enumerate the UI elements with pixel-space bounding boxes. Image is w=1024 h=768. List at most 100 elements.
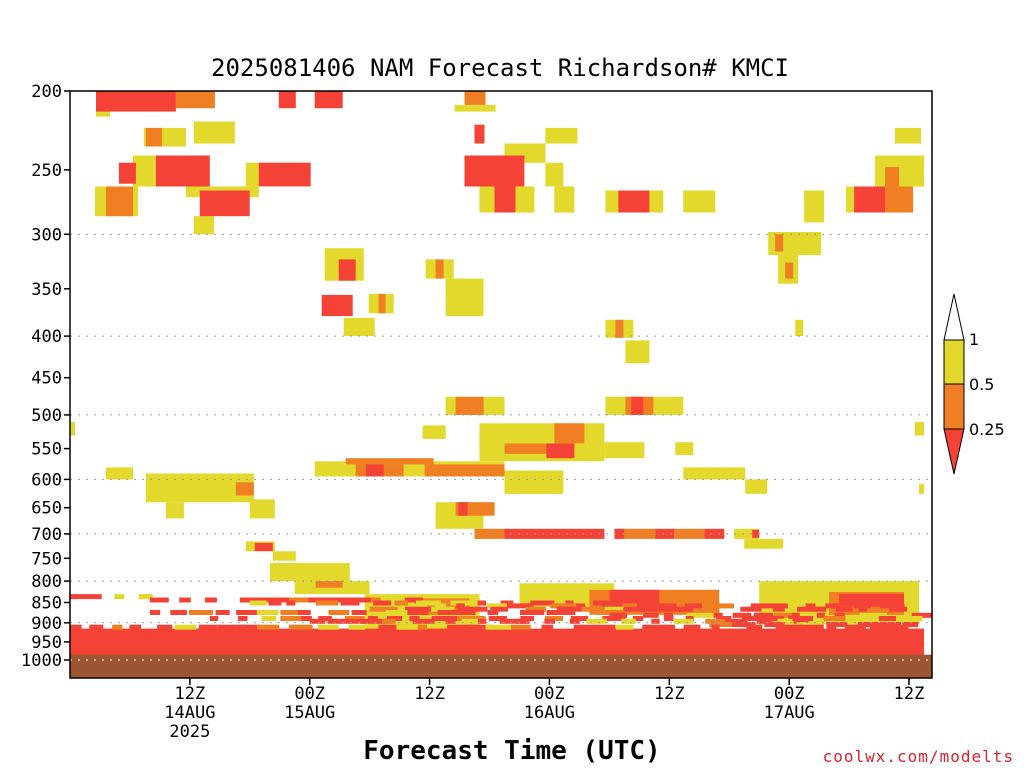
- ri-streak: [437, 610, 467, 615]
- ri-cell-yellow: [504, 470, 564, 494]
- ri-streak: [746, 624, 763, 630]
- y-tick-label: 900: [31, 614, 62, 634]
- ri-cell-red: [752, 529, 760, 538]
- ri-streak: [209, 616, 219, 621]
- ri-streak: [268, 600, 282, 606]
- ri-streak: [170, 610, 187, 615]
- ri-streak: [869, 624, 898, 630]
- ri-streak: [911, 612, 932, 618]
- ri-cell-red: [278, 91, 296, 109]
- ri-streak: [435, 603, 446, 609]
- ri-streak: [659, 603, 677, 609]
- ri-streak: [544, 616, 563, 621]
- ri-streak: [651, 618, 660, 624]
- ri-streak: [404, 597, 423, 603]
- ri-streak: [477, 600, 486, 606]
- plot-frame: [69, 90, 933, 679]
- ri-cell-yellow: [604, 442, 645, 459]
- ri-cell-orange: [315, 581, 343, 588]
- ri-streak: [318, 624, 339, 630]
- ri-streak: [460, 610, 476, 615]
- ri-streak: [371, 597, 381, 603]
- ri-streak: [205, 597, 217, 603]
- ri-cell-orange: [775, 234, 784, 252]
- ri-streak: [239, 597, 270, 603]
- ri-streak: [488, 616, 507, 621]
- ri-streak: [825, 603, 840, 609]
- ri-streak: [412, 618, 435, 624]
- ri-streak: [673, 618, 693, 624]
- ri-streak: [405, 606, 433, 612]
- ri-streak: [641, 603, 650, 609]
- ri-streak: [814, 606, 827, 612]
- ri-cell-red: [458, 502, 468, 516]
- ri-cell-red: [546, 443, 575, 459]
- x-tick-label: 00Z: [534, 684, 565, 704]
- ri-streak: [486, 603, 510, 609]
- ri-streak: [622, 603, 637, 609]
- ri-streak: [328, 610, 350, 615]
- legend-top-arrow: [943, 293, 965, 341]
- ri-cell-red: [254, 542, 273, 552]
- ri-streak: [249, 600, 267, 606]
- ri-streak: [348, 624, 366, 630]
- y-tick-label: 250: [31, 161, 62, 181]
- ri-cell-red: [338, 259, 356, 281]
- ri-streak: [902, 622, 919, 627]
- ri-streak: [604, 606, 624, 612]
- ri-streak: [256, 610, 279, 615]
- ri-streak: [523, 603, 534, 609]
- ri-streak: [457, 606, 488, 612]
- ri-streak: [445, 618, 456, 624]
- ri-streak: [490, 606, 508, 612]
- y-tick-label: 350: [31, 280, 62, 300]
- ri-streak: [382, 618, 396, 624]
- ri-cell-yellow: [249, 499, 275, 519]
- ri-cell-orange: [106, 186, 133, 217]
- chart-title: 2025081406 NAM Forecast Richardson# KMCI: [211, 54, 789, 82]
- ri-streak: [775, 624, 803, 630]
- ri-streak: [797, 606, 825, 612]
- ri-cell-yellow: [734, 528, 760, 539]
- ri-streak: [149, 610, 161, 615]
- ri-cell-red: [118, 162, 136, 184]
- ri-cell-orange: [378, 293, 386, 314]
- ri-streak: [546, 610, 568, 615]
- ri-streak: [788, 616, 814, 621]
- ri-streak: [621, 618, 636, 624]
- ri-streak: [716, 603, 734, 609]
- ri-cell-yellow: [132, 155, 156, 187]
- ri-streak: [157, 624, 173, 630]
- ri-streak: [716, 616, 732, 621]
- ri-streak: [327, 618, 346, 624]
- richardson-cells: [70, 91, 932, 657]
- ri-streak: [609, 612, 628, 618]
- ri-streak: [510, 624, 531, 630]
- ri-cell-yellow: [804, 190, 825, 223]
- legend-bottom-arrow: [943, 428, 965, 475]
- ri-streak: [217, 624, 246, 630]
- ri-streak: [732, 612, 752, 618]
- ri-streak: [764, 622, 785, 627]
- ri-streak: [318, 616, 332, 621]
- y-tick-label: 750: [31, 549, 62, 569]
- ri-streak: [520, 616, 534, 621]
- ri-streak: [298, 610, 311, 615]
- ri-streak: [506, 603, 534, 609]
- ri-cell-red: [258, 162, 311, 187]
- ri-streak: [859, 612, 883, 618]
- ri-cell-yellow: [915, 421, 924, 436]
- y-tick-label: 500: [31, 406, 62, 426]
- ri-streak: [858, 622, 888, 627]
- ri-streak: [632, 616, 644, 621]
- ri-streak: [257, 624, 280, 630]
- ri-cell-red: [854, 186, 886, 213]
- ri-streak: [772, 606, 785, 612]
- ri-streak: [431, 616, 458, 621]
- x-tick-label: 12Z: [654, 684, 685, 704]
- x-tick-label: 12Z: [175, 684, 206, 704]
- ri-cell-red: [365, 464, 384, 477]
- ri-streak: [264, 597, 294, 603]
- ri-cell-red: [464, 155, 525, 187]
